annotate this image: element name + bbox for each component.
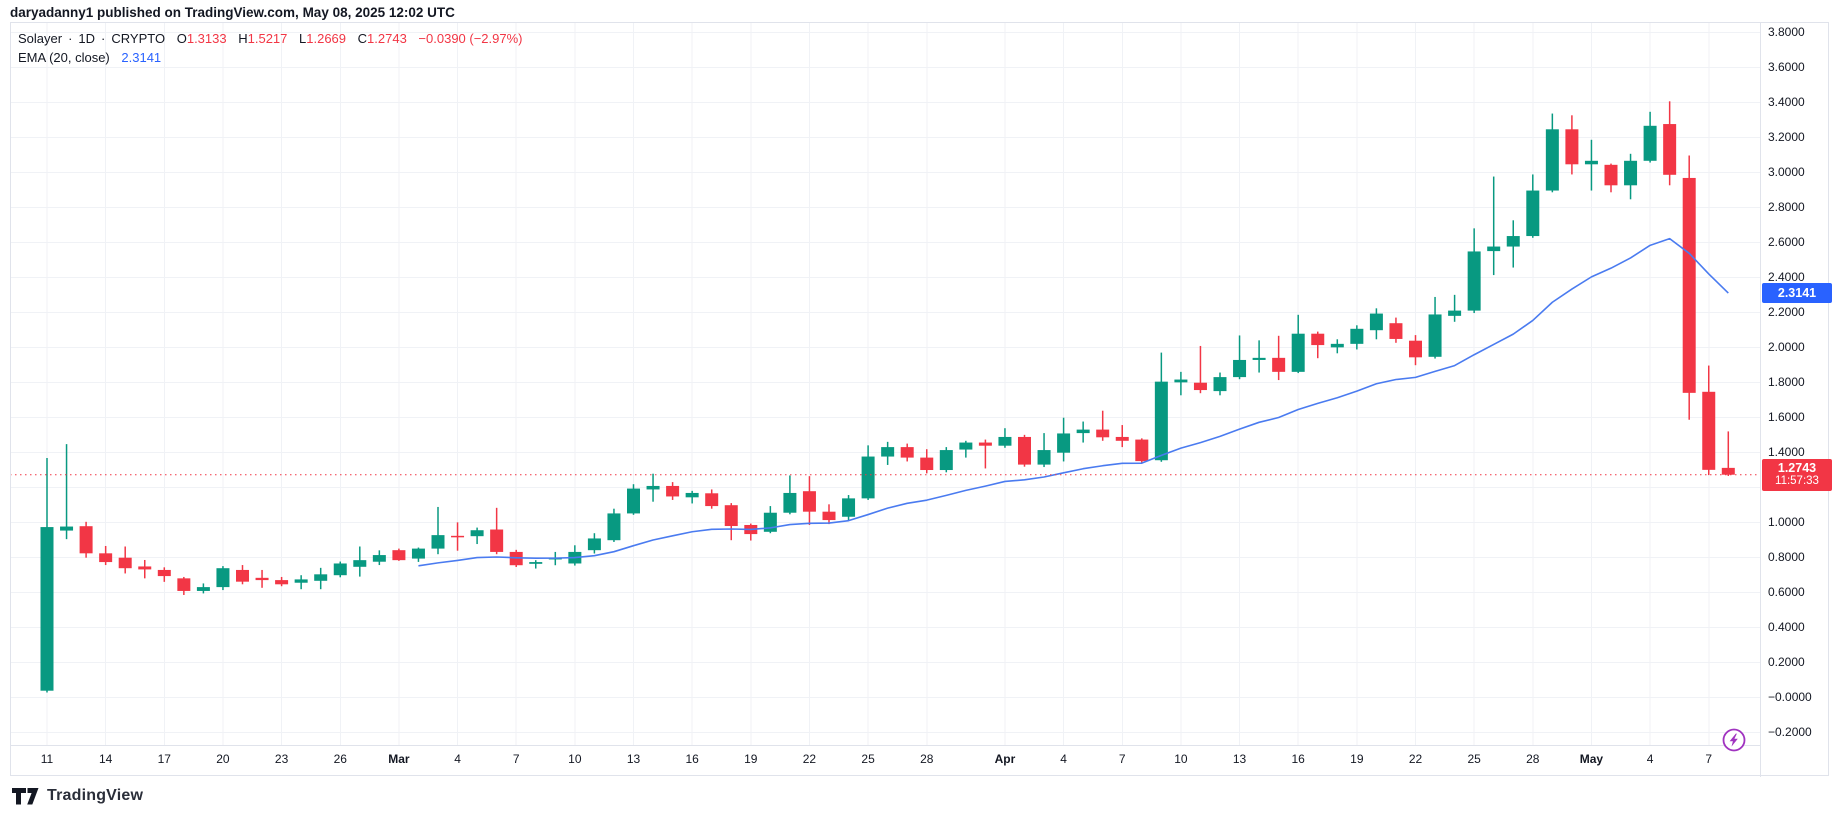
time-axis-label: 7 [1705,752,1713,766]
time-axis-label: 16 [685,752,699,766]
time-axis-label: 7 [512,752,520,766]
time-axis-label: 17 [157,752,171,766]
time-axis-label: May [1579,752,1604,766]
time-axis-label: 25 [861,752,875,766]
price-axis-label: 3.2000 [1768,129,1805,144]
low-label: L [299,31,307,46]
tradingview-wordmark: TradingView [47,787,144,804]
open-label: O [176,31,187,46]
price-axis-label: 0.2000 [1768,654,1805,669]
price-axis-label: 2.0000 [1768,339,1805,354]
time-axis-label: 10 [568,752,582,766]
time-axis-label: Mar [388,752,410,766]
time-axis-label: 25 [1467,752,1481,766]
time-axis-label: Apr [994,752,1016,766]
legend-symbol-row: Solayer · 1D · CRYPTO O1.3133 H1.5217 L1.266… [18,29,523,48]
legend-separator: · [101,31,106,46]
time-axis-label: 14 [98,752,113,766]
time-axis-label: 23 [274,752,289,766]
time-axis-label: 7 [1118,752,1126,766]
legend-separator: · [68,31,73,46]
last-price-value: 1.2743 [1777,460,1817,475]
time-axis-label: 19 [744,752,758,766]
low-value: 1.2669 [306,31,347,46]
price-axis-label: 1.4000 [1768,444,1805,459]
time-axis-separator [10,745,1760,746]
quick-action-lightning-button[interactable] [1720,726,1748,754]
time-axis-label: 4 [1060,752,1067,766]
price-axis-label: 1.0000 [1768,514,1805,529]
exchange-name: CRYPTO [111,31,166,46]
price-axis-label: 1.6000 [1768,409,1805,424]
price-axis-label: −0.0000 [1768,689,1812,704]
tradingview-link[interactable]: TradingView [12,787,143,805]
price-axis-label: 0.6000 [1768,584,1805,599]
ema-value-badge: 2.3141 [1762,282,1832,303]
tradingview-logo-icon [12,787,39,804]
time-axis-label: 28 [1526,752,1540,766]
time-axis-label: 22 [802,752,817,766]
symbol-name: Solayer [18,31,63,46]
bar-close-countdown: 11:57:33 [1775,474,1819,487]
price-axis-label: 3.0000 [1768,164,1805,179]
price-axis-label: 0.8000 [1768,549,1805,564]
time-axis-label: 19 [1350,752,1364,766]
price-axis-label: −0.2000 [1768,724,1812,739]
lightning-icon [1722,728,1746,752]
change-value: −0.0390 (−2.97%) [418,31,523,46]
price-axis-label: 2.6000 [1768,234,1805,249]
price-axis[interactable]: 3.8000 3.6000 3.4000 3.2000 3.0000 2.8000 2.60… [1766,0,1832,780]
last-price-badge: 1.2743 11:57:33 [1762,458,1832,491]
time-axis-label: 22 [1408,752,1423,766]
price-axis-separator [1760,22,1761,777]
price-axis-label: 3.8000 [1768,24,1805,39]
price-axis-label: 2.4000 [1768,269,1805,284]
time-axis-label: 26 [333,752,347,766]
high-value: 1.5217 [247,31,288,46]
high-label: H [238,31,248,46]
time-axis-label: 11 [40,752,54,766]
price-axis-label: 2.8000 [1768,199,1805,214]
price-axis-label: 1.8000 [1768,374,1805,389]
price-axis-label: 0.4000 [1768,619,1805,634]
indicator-name: EMA (20, close) [18,50,110,65]
time-axis-label: 13 [626,752,641,766]
attribution-text: daryadanny1 published on TradingView.com… [10,5,455,20]
time-axis-label: 10 [1174,752,1188,766]
time-axis-label: 4 [454,752,461,766]
legend-indicator-row: EMA (20, close) 2.3141 [18,48,523,67]
time-axis[interactable]: 11 14 17 20 23 26 Mar 4 7 10 13 16 19 22 25 28 Apr 4 7 10 13… [0,750,1760,772]
close-value: 1.2743 [367,31,407,46]
legend: Solayer · 1D · CRYPTO O1.3133 H1.5217 L1.266… [18,29,523,67]
price-axis-label: 2.2000 [1768,304,1805,319]
time-axis-label: 28 [920,752,934,766]
time-axis-label: 20 [216,752,230,766]
price-axis-label: 3.4000 [1768,94,1805,109]
indicator-value: 2.3141 [121,50,162,65]
interval-value: 1D [78,31,96,46]
price-axis-label: 3.6000 [1768,59,1805,74]
time-axis-label: 16 [1291,752,1305,766]
time-axis-label: 13 [1232,752,1247,766]
open-value: 1.3133 [186,31,227,46]
time-axis-label: 4 [1646,752,1654,766]
close-label: C [357,31,368,46]
